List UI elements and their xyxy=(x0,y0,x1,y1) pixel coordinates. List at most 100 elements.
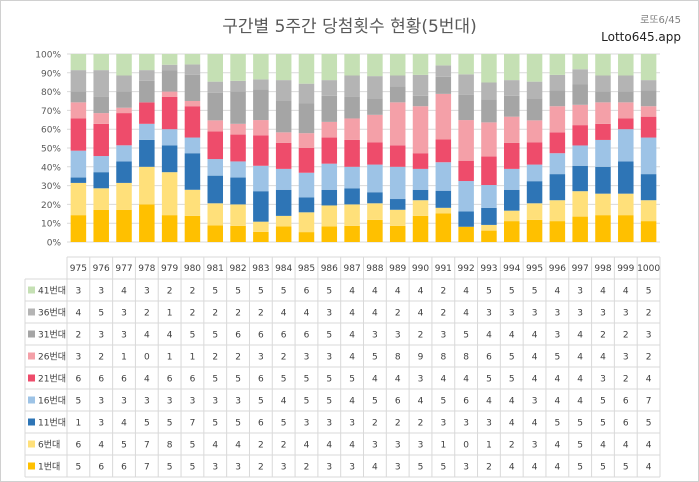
data-cell: 2 xyxy=(258,309,264,319)
bar-segment xyxy=(526,142,543,165)
data-cell: 5 xyxy=(281,375,287,385)
data-cell: 4 xyxy=(623,287,629,297)
bar-segment xyxy=(595,166,611,194)
category-label: 979 xyxy=(161,264,178,274)
bar-segment xyxy=(618,54,634,76)
bar-segment xyxy=(458,160,474,182)
legend-swatch xyxy=(28,286,35,294)
bar-segment xyxy=(503,142,520,169)
legend-label: 36번대 xyxy=(38,308,66,319)
data-cell: 6 xyxy=(76,441,82,451)
y-tick-label: 90% xyxy=(41,69,61,79)
category-label: 996 xyxy=(549,264,566,274)
data-cell: 4 xyxy=(463,287,469,297)
bar-segment xyxy=(481,230,497,242)
legend-swatch xyxy=(28,308,35,316)
bar-segment xyxy=(572,104,588,126)
bar-segment xyxy=(298,172,315,198)
bar-segment xyxy=(275,168,292,190)
bar-segment xyxy=(275,226,292,242)
bar-segment xyxy=(435,207,452,214)
bar-segment xyxy=(298,212,315,233)
bar-segment xyxy=(412,215,429,242)
data-cell: 3 xyxy=(98,287,104,297)
data-cell: 5 xyxy=(418,463,424,473)
data-cell: 4 xyxy=(395,375,401,385)
data-cell: 4 xyxy=(509,463,515,473)
bar-segment xyxy=(93,209,109,242)
data-cell: 4 xyxy=(554,441,560,451)
data-cell: 5 xyxy=(326,331,332,341)
bar-segment xyxy=(526,219,543,242)
data-cell: 4 xyxy=(372,463,378,473)
bar-segment xyxy=(93,96,109,114)
data-cell: 7 xyxy=(144,463,150,473)
bar-segment xyxy=(526,164,543,182)
bar-segment xyxy=(618,91,634,103)
data-cell: 1 xyxy=(167,309,173,319)
bar-segment xyxy=(458,54,474,75)
bar-segment xyxy=(298,148,315,173)
data-cell: 3 xyxy=(372,441,378,451)
bar-segment xyxy=(526,81,543,99)
bar-segment xyxy=(230,225,246,242)
bar-segment xyxy=(253,221,269,232)
data-cell: 3 xyxy=(395,331,401,341)
bar-segment xyxy=(503,54,520,81)
data-cell: 6 xyxy=(258,419,264,429)
data-cell: 4 xyxy=(554,287,560,297)
data-cell: 2 xyxy=(258,463,264,473)
bar-segment xyxy=(458,120,474,161)
data-cell: 6 xyxy=(98,375,104,385)
bar-segment xyxy=(70,102,87,119)
bar-segment xyxy=(184,64,201,75)
data-cell: 3 xyxy=(304,353,310,363)
bar-segment xyxy=(572,145,588,166)
bar-segment xyxy=(116,161,132,183)
y-tick-label: 20% xyxy=(41,201,61,211)
bar-segment xyxy=(412,168,429,190)
bar-segment xyxy=(70,177,87,183)
bar-segment xyxy=(161,54,178,65)
category-label: 982 xyxy=(229,264,246,274)
bar-segment xyxy=(572,165,588,192)
bar-segment xyxy=(344,54,360,76)
data-cell: 5 xyxy=(486,287,492,297)
data-cell: 3 xyxy=(554,331,560,341)
data-cell: 2 xyxy=(418,331,424,341)
data-cell: 3 xyxy=(395,463,401,473)
data-cell: 4 xyxy=(349,397,355,407)
bar-segment xyxy=(389,225,406,242)
bar-segment xyxy=(184,101,201,107)
bar-segment xyxy=(161,129,178,146)
data-cell: 3 xyxy=(532,441,538,451)
category-label: 987 xyxy=(344,264,361,274)
data-cell: 3 xyxy=(144,287,150,297)
data-cell: 0 xyxy=(144,353,150,363)
data-cell: 2 xyxy=(600,331,606,341)
category-label: 1000 xyxy=(637,264,660,274)
bar-segment xyxy=(595,54,611,76)
data-cell: 4 xyxy=(577,375,583,385)
bar-segment xyxy=(435,213,452,242)
chart-title: 구간별 5주간 당첨횟수 현황(5번대) xyxy=(222,17,477,37)
bar-segment xyxy=(139,54,155,71)
bar-segment xyxy=(230,91,246,124)
bar-segment xyxy=(549,106,566,133)
data-cell: 4 xyxy=(76,309,82,319)
bar-segment xyxy=(435,93,452,140)
data-cell: 3 xyxy=(440,331,446,341)
bar-segment xyxy=(253,231,269,242)
data-cell: 1 xyxy=(440,441,446,451)
data-cell: 4 xyxy=(463,375,469,385)
data-cell: 3 xyxy=(281,463,287,473)
data-cell: 5 xyxy=(577,419,583,429)
bar-segment xyxy=(640,116,657,138)
bar-segment xyxy=(230,177,246,205)
bar-segment xyxy=(526,54,543,82)
bar-segment xyxy=(207,131,224,160)
data-cell: 4 xyxy=(372,309,378,319)
bar-segment xyxy=(344,188,360,205)
y-tick-label: 10% xyxy=(41,220,61,230)
data-cell: 4 xyxy=(600,353,606,363)
